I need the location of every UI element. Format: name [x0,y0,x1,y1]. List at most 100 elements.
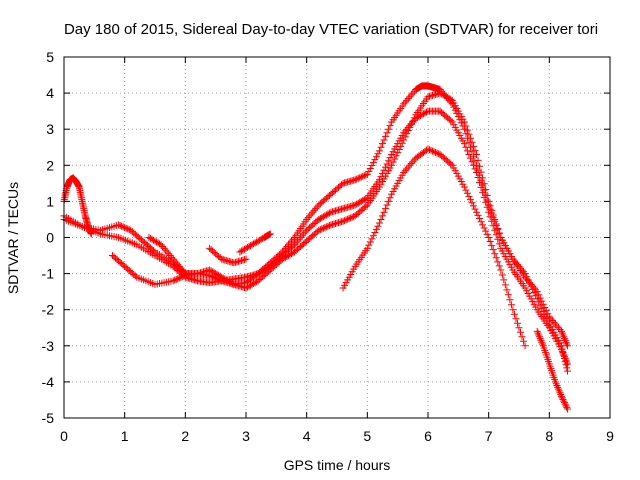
x-axis-label: GPS time / hours [284,457,391,473]
data-point-marker [154,239,162,247]
data-point-marker [419,110,427,118]
data-point-marker [432,148,440,156]
x-tick-label: 1 [121,428,129,444]
data-point-marker [556,326,564,334]
data-point-marker [398,139,406,147]
data-point-marker [124,225,132,233]
data-point-marker [222,276,230,284]
data-point-marker [236,248,244,256]
data-point-marker [489,246,497,254]
data-point-marker [558,394,566,402]
data-point-marker [488,242,496,250]
data-point-marker [288,250,295,258]
data-point-marker [356,174,364,182]
data-point-marker [151,237,159,245]
data-point-marker [342,216,350,224]
data-point-marker [557,392,565,400]
data-point-marker [400,100,408,108]
data-point-marker [479,221,487,229]
data-point-marker [171,276,179,284]
data-point-marker [465,192,473,200]
data-point-marker [374,222,382,230]
data-point-marker [375,147,383,155]
data-point-marker [131,272,139,280]
y-tick-label: -1 [42,266,55,282]
data-point-marker [535,291,543,299]
data-point-marker [338,181,346,189]
data-point-marker [119,223,127,231]
data-point-marker [536,335,544,343]
data-point-marker [462,186,470,194]
data-point-marker [436,89,444,97]
data-point-marker [401,98,409,106]
data-point-marker [256,236,264,244]
data-point-marker [377,143,385,151]
data-point-marker [266,230,274,238]
series-track-4 [109,89,572,375]
y-tick-label: -4 [42,374,55,390]
data-point-marker [463,126,471,134]
data-point-marker [557,327,565,335]
data-point-marker [555,387,563,395]
data-point-marker [303,215,311,223]
data-point-marker [353,200,361,208]
data-point-marker [542,314,550,322]
x-tick-label: 5 [363,428,371,444]
data-point-marker [357,197,365,205]
data-point-marker [403,130,411,138]
data-point-marker [563,403,571,411]
data-point-marker [371,156,379,164]
data-point-marker [441,92,449,100]
data-point-marker [219,274,227,282]
data-point-marker [206,266,214,274]
data-point-marker [485,234,493,241]
data-point-marker [168,253,176,261]
data-point-marker [541,303,549,311]
data-point-marker [360,196,368,204]
data-point-marker [407,91,415,99]
data-point-marker [512,315,520,323]
data-point-marker [463,189,471,197]
data-point-marker [228,280,236,288]
data-point-marker [512,259,520,267]
data-point-marker [520,337,528,345]
data-point-marker [286,239,294,247]
data-point-marker [395,146,403,154]
data-point-marker [561,358,569,366]
data-point-marker [551,378,559,386]
data-point-marker [165,250,173,258]
data-point-marker [532,292,540,300]
data-point-marker [541,311,549,319]
y-tick-label: 0 [46,230,54,246]
data-point-marker [180,268,188,276]
data-point-marker [518,266,526,274]
data-point-marker [406,161,414,169]
data-point-marker [369,232,377,240]
data-point-marker [544,310,552,318]
data-point-marker [463,147,471,155]
data-point-marker [359,172,367,180]
data-point-marker [554,383,562,391]
data-point-marker [122,224,130,232]
data-point-marker [322,211,330,219]
data-point-marker [172,275,180,283]
data-point-marker [416,112,424,120]
axis-ticks: 0 1 2 3 4 5 6 7 8 9 -5 -4 -3 -2 -1 0 1 2 3 4 5 [42,49,615,444]
data-point-marker [407,120,415,128]
data-point-marker [315,226,323,234]
data-point-marker [247,242,255,250]
data-point-marker [392,152,400,160]
data-point-marker [318,225,326,233]
data-point-marker [421,109,429,117]
data-point-marker [494,235,502,243]
data-point-marker [489,211,497,219]
data-point-marker [535,333,543,341]
data-point-marker [379,140,386,148]
data-point-marker [426,146,434,154]
x-tick-label: 6 [424,428,432,444]
data-point-marker [379,212,386,220]
data-point-marker [494,224,502,232]
data-point-marker [169,277,177,285]
data-point-marker [477,183,485,191]
